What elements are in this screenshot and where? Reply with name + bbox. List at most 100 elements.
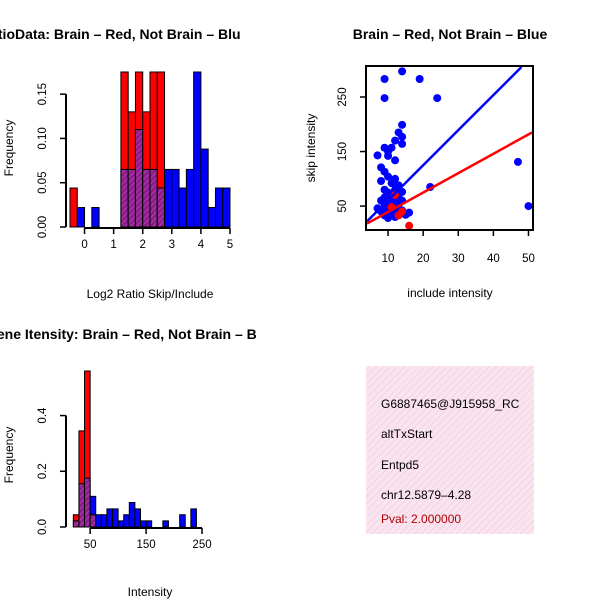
x-tick-label: 30: [452, 253, 465, 265]
intensity-scatter-xlabel: include intensity: [407, 286, 492, 300]
y-tick-label: 250: [337, 87, 349, 106]
gene-intensity-histogram: Gene Itensity: Brain – Red, Not Brain – …: [0, 326, 257, 599]
overlap-bar: [72, 520, 80, 528]
info-location: chr12.5879–4.28: [381, 488, 471, 502]
info-panel-background: [366, 366, 534, 534]
x-tick-label: 50: [522, 253, 535, 265]
not-brain-point: [380, 75, 389, 83]
overlap-bar: [78, 483, 86, 528]
gene-intensity-histogram-xlabel: Intensity: [128, 585, 173, 599]
y-tick-label: 0.15: [37, 83, 49, 105]
not-brain-point: [384, 151, 393, 160]
not-brain-point: [384, 214, 393, 223]
x-tick-label: 10: [382, 253, 395, 265]
x-tick-label: 3: [169, 239, 175, 251]
y-tick-label: 0.05: [37, 172, 49, 194]
brain-fit-line: [367, 131, 532, 225]
not-brain-bar: [179, 514, 186, 528]
not-brain-bar: [190, 508, 197, 528]
intensity-scatter-axes: 10 20 30 40 50 50 150 250: [337, 87, 535, 265]
overlap-bar: [156, 187, 166, 228]
not-brain-point: [387, 179, 396, 188]
brain-bar: [69, 187, 78, 228]
not-brain-bar: [100, 514, 108, 528]
not-brain-point: [433, 94, 442, 103]
overlap-bar: [134, 129, 144, 228]
x-tick-label: 4: [198, 239, 205, 251]
not-brain-bar: [164, 168, 173, 228]
x-tick-label: 250: [192, 539, 211, 551]
ratio-histogram-ylabel: Frequency: [2, 120, 16, 177]
intensity-scatter-frame: [365, 65, 534, 231]
not-brain-point: [405, 208, 414, 217]
y-tick-label: 50: [337, 200, 349, 213]
not-brain-bar: [134, 508, 141, 528]
not-brain-bar: [139, 520, 147, 528]
x-tick-label: 5: [227, 239, 233, 251]
not-brain-point: [377, 177, 386, 185]
x-tick-label: 20: [417, 253, 430, 265]
overlap-bar: [149, 168, 158, 228]
intensity-scatter-ylabel: skip intensity: [304, 114, 318, 183]
not-brain-point: [380, 94, 389, 103]
not-brain-bar: [207, 207, 216, 228]
not-brain-point: [513, 157, 522, 166]
ratio-histogram-xlabel: Log2 Ratio Skip/Include: [87, 287, 214, 301]
not-brain-point: [391, 136, 400, 145]
not-brain-bar: [193, 71, 202, 228]
gene-intensity-histogram-axes: 50 150 250 0.0 0.2 0.4: [37, 407, 212, 551]
gene-intensity-histogram-bars: [72, 370, 197, 528]
y-tick-label: 150: [337, 142, 349, 161]
y-tick-label: 0.00: [37, 216, 49, 238]
x-tick-label: 2: [140, 239, 146, 251]
x-tick-label: 150: [136, 539, 155, 551]
gene-intensity-histogram-ylabel: Frequency: [2, 427, 16, 484]
not-brain-fit-line: [367, 67, 523, 223]
not-brain-bar: [178, 187, 187, 228]
info-gene-name: Entpd5: [381, 458, 419, 472]
not-brain-bar: [95, 514, 102, 528]
ratio-histogram-title: RatioData: Brain – Red, Not Brain – Blu: [0, 26, 241, 42]
not-brain-bar: [222, 187, 231, 228]
info-pval: Pval: 2.000000: [381, 512, 461, 526]
intensity-scatter-title: Brain – Red, Not Brain – Blue: [353, 26, 548, 42]
not-brain-bar: [91, 207, 100, 228]
intensity-scatter-plot: [367, 67, 532, 229]
not-brain-point: [415, 75, 424, 83]
intensity-scatter: Brain – Red, Not Brain – Blue include in…: [304, 26, 547, 300]
not-brain-bar: [171, 168, 180, 228]
y-tick-label: 0.2: [37, 463, 49, 479]
overlap-bar: [89, 514, 97, 528]
scatter-inner: [367, 67, 532, 229]
not-brain-bar: [128, 501, 136, 528]
not-brain-bar: [162, 520, 169, 528]
not-brain-bar: [106, 508, 114, 528]
overlap-bar: [127, 168, 136, 228]
not-brain-bar: [112, 508, 119, 528]
not-brain-bar: [117, 520, 125, 528]
info-probe-id: G6887465@J915958_RC: [381, 397, 520, 411]
x-tick-label: 50: [84, 539, 97, 551]
ratio-histogram-axes: 0 1 2 3 4 5 0.00 0.05 0.10 0.15: [37, 83, 233, 251]
overlap-bar: [120, 168, 129, 228]
ratio-histogram-bars: [69, 71, 231, 228]
y-tick-label: 0.0: [37, 519, 49, 535]
not-brain-point: [398, 139, 407, 148]
not-brain-point: [373, 151, 382, 160]
brain-point: [394, 211, 403, 220]
brain-point: [391, 191, 400, 200]
not-brain-bar: [76, 207, 86, 228]
x-tick-label: 40: [487, 253, 500, 265]
y-tick-label: 0.10: [37, 127, 49, 149]
not-brain-point: [384, 172, 393, 181]
overlap-bar: [142, 168, 151, 228]
not-brain-bar: [123, 514, 130, 528]
info-panel: G6887465@J915958_RC altTxStart Entpd5 ch…: [366, 366, 534, 534]
not-brain-point: [391, 156, 400, 165]
gene-intensity-histogram-title: Gene Itensity: Brain – Red, Not Brain – …: [0, 326, 257, 342]
not-brain-point: [524, 202, 532, 211]
x-tick-label: 1: [110, 239, 116, 251]
not-brain-point: [398, 132, 407, 141]
not-brain-bar: [214, 187, 224, 228]
